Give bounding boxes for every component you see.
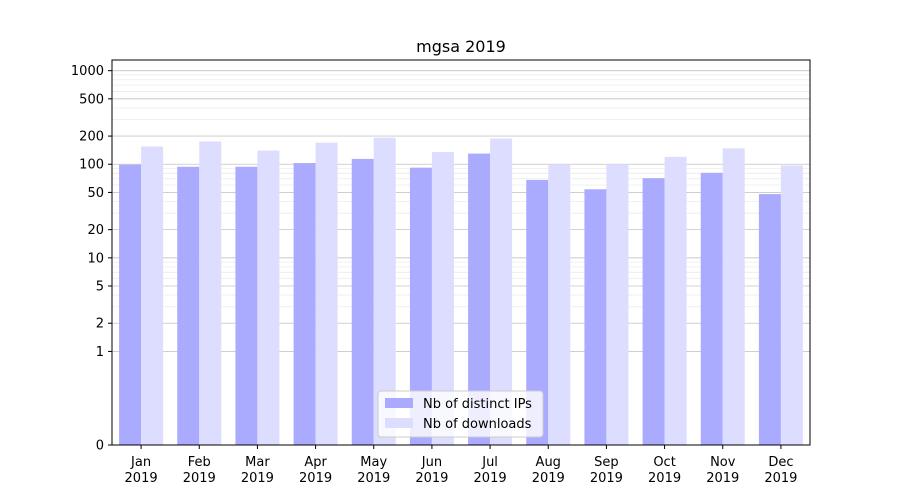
bar-distinct-ips-feb [177, 166, 200, 446]
y-tick-label: 0 [96, 439, 104, 454]
bar-distinct-ips-may [351, 158, 374, 446]
bar-downloads-aug [548, 164, 571, 445]
legend-label: Nb of downloads [423, 417, 532, 432]
x-tick-month: Mar [245, 455, 270, 470]
bar-downloads-dec [780, 165, 803, 446]
x-tick-label-dec: Dec 2019 [764, 455, 797, 486]
bar-distinct-ips-jun [409, 167, 432, 445]
bar-distinct-ips-nov [700, 172, 723, 445]
bar-distinct-ips-jul [468, 153, 491, 446]
bar-downloads-nov [722, 148, 745, 446]
bar-downloads-may [373, 137, 396, 445]
x-tick-label-nov: Nov 2019 [706, 455, 739, 486]
bar-downloads-sep [606, 164, 629, 445]
y-tick-label: 10 [87, 251, 104, 266]
x-tick-month: Jul [481, 455, 498, 470]
grid-layer [112, 70, 810, 352]
x-tick-year: 2019 [590, 471, 623, 486]
chart-title: mgsa 2019 [416, 37, 506, 56]
y-tick-label: 500 [79, 92, 104, 107]
x-tick-year: 2019 [125, 471, 158, 486]
y-tick-label: 2 [96, 317, 104, 332]
y-tick-label: 5 [96, 280, 104, 295]
x-tick-label-jan: Jan 2019 [125, 455, 158, 486]
x-tick-month: Jan [130, 455, 151, 470]
bar-distinct-ips-jan [119, 164, 142, 445]
y-tick-label: 20 [87, 223, 104, 238]
y-tick-label: 100 [79, 158, 104, 173]
x-tick-month: May [360, 455, 387, 470]
x-tick-year: 2019 [183, 471, 216, 486]
bar-downloads-apr [315, 142, 338, 445]
bar-distinct-ips-mar [235, 166, 258, 446]
x-tick-month: Jun [421, 455, 442, 470]
x-tick-month: Dec [768, 455, 793, 470]
x-tick-year: 2019 [415, 471, 448, 486]
bar-downloads-feb [199, 141, 222, 445]
x-tick-year: 2019 [648, 471, 681, 486]
x-tick-label-sep: Sep 2019 [590, 455, 623, 486]
bar-downloads-oct [664, 156, 687, 446]
y-tick-label: 1000 [71, 64, 104, 79]
x-tick-label-mar: Mar 2019 [241, 455, 274, 486]
bar-downloads-mar [257, 150, 280, 445]
bars-layer [119, 137, 803, 446]
x-tick-label-apr: Apr 2019 [299, 455, 332, 486]
legend: Nb of distinct IPs Nb of downloads [377, 390, 544, 438]
x-tick-label-aug: Aug 2019 [532, 455, 565, 486]
x-tick-month: Apr [304, 455, 327, 470]
legend-box [377, 390, 544, 438]
x-tick-year: 2019 [532, 471, 565, 486]
x-tick-month: Sep [594, 455, 619, 470]
bar-downloads-jun [431, 152, 454, 445]
bar-distinct-ips-aug [526, 179, 549, 445]
x-tick-label-jul: Jul 2019 [474, 455, 507, 486]
x-tick-month: Oct [653, 455, 675, 470]
bar-distinct-ips-oct [642, 178, 665, 445]
x-tick-month: Nov [710, 455, 736, 470]
x-tick-year: 2019 [706, 471, 739, 486]
y-tick-label: 1 [96, 345, 104, 360]
x-tick-month: Feb [188, 455, 211, 470]
legend-swatch [385, 398, 413, 408]
bar-downloads-jan [141, 146, 164, 446]
bar-distinct-ips-apr [293, 163, 316, 445]
y-tick-label: 200 [79, 130, 104, 145]
x-tick-year: 2019 [241, 471, 274, 486]
x-tick-label-oct: Oct 2019 [648, 455, 681, 486]
x-tick-month: Aug [536, 455, 561, 470]
x-tick-year: 2019 [299, 471, 332, 486]
bar-distinct-ips-dec [758, 194, 781, 445]
bar-downloads-jul [490, 138, 513, 445]
legend-swatch [385, 418, 413, 428]
x-tick-year: 2019 [474, 471, 507, 486]
plot-frame [111, 59, 811, 446]
x-tick-label-may: May 2019 [357, 455, 390, 486]
legend-label: Nb of distinct IPs [423, 397, 532, 412]
x-tick-label-jun: Jun 2019 [415, 455, 448, 486]
x-tick-year: 2019 [764, 471, 797, 486]
x-tick-label-feb: Feb 2019 [183, 455, 216, 486]
bar-distinct-ips-sep [584, 189, 607, 445]
y-axis: 0 1 2 5 10 20 50 100 200 500 1000 [71, 64, 112, 454]
y-tick-label: 50 [87, 186, 104, 201]
x-tick-year: 2019 [357, 471, 390, 486]
